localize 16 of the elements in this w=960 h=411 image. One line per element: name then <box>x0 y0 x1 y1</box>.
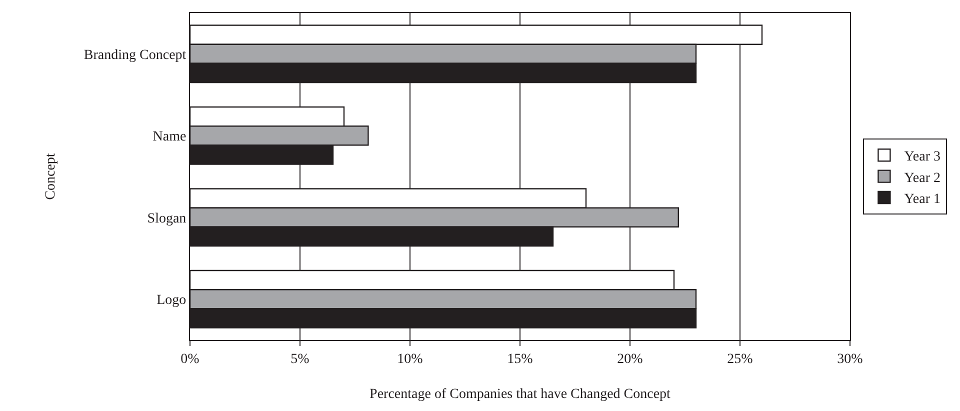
legend-label: Year 3 <box>904 150 941 165</box>
y-axis-title: Concept <box>44 153 59 200</box>
legend-label: Year 1 <box>904 192 941 207</box>
x-tick-label: 10% <box>397 352 424 367</box>
y-tick-label: Branding Concept <box>84 48 186 63</box>
x-tick-label: 0% <box>180 352 200 367</box>
y-tick-label: Slogan <box>147 211 186 226</box>
legend-label: Year 2 <box>904 170 941 186</box>
y-tick-label: Name <box>152 130 186 145</box>
x-tick-label: 5% <box>290 352 310 367</box>
y-tick-label: Logo <box>156 293 186 308</box>
x-axis-title: Percentage of Companies that have Changed Concept <box>370 387 671 402</box>
x-tick-label: 20% <box>617 352 644 367</box>
x-tick-label: 15% <box>507 352 534 367</box>
x-tick-label: 25% <box>727 352 754 367</box>
x-tick-label: 30% <box>837 352 864 367</box>
